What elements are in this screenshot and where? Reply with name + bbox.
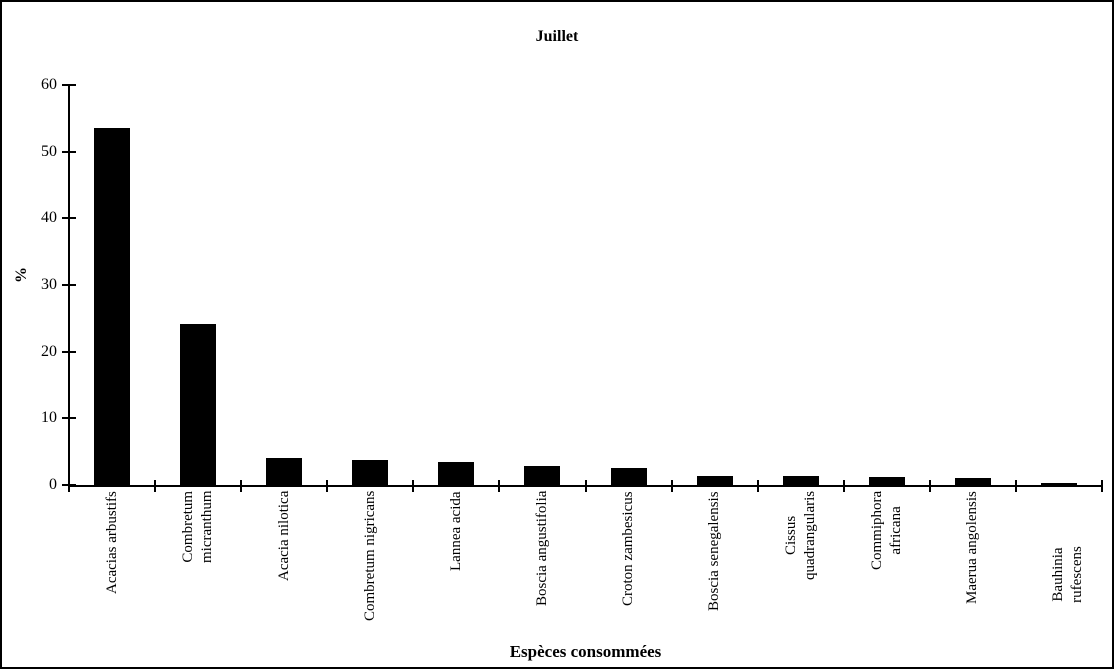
x-tick xyxy=(240,480,242,492)
x-tick xyxy=(929,480,931,492)
x-category-label: Combretum micranthum xyxy=(180,490,215,563)
bar xyxy=(438,462,474,485)
y-tick xyxy=(62,351,76,353)
x-category-label: Acacia nilotica xyxy=(276,490,292,581)
x-tick xyxy=(154,480,156,492)
x-tick xyxy=(1015,480,1017,492)
bar xyxy=(697,476,733,485)
y-axis-line xyxy=(68,85,70,487)
y-tick-label: 40 xyxy=(41,209,57,226)
y-tick xyxy=(62,217,76,219)
x-category-label: Cissus quadrangularis xyxy=(783,490,818,580)
x-category-label: Combretum nigricans xyxy=(362,490,378,621)
bar xyxy=(180,324,216,485)
y-tick-label: 10 xyxy=(41,409,57,426)
y-tick-label: 0 xyxy=(49,476,57,493)
y-tick xyxy=(62,84,76,86)
bar xyxy=(1041,483,1077,485)
x-category-label: Bauhinia rufescens xyxy=(1050,546,1085,603)
y-tick-label: 20 xyxy=(41,343,57,360)
x-category-label: Commiphora africana xyxy=(869,490,904,570)
x-tick xyxy=(585,480,587,492)
x-category-label: Maerua angolensis xyxy=(964,491,980,604)
x-category-label: Lannea acida xyxy=(448,491,464,571)
x-tick xyxy=(412,480,414,492)
x-category-label: Croton zambesicus xyxy=(620,491,636,606)
x-category-label: Boscia angustifolia xyxy=(534,490,550,606)
y-tick xyxy=(62,151,76,153)
bar xyxy=(611,468,647,485)
x-tick xyxy=(498,480,500,492)
bar xyxy=(955,478,991,485)
y-tick-label: 30 xyxy=(41,276,57,293)
y-tick-label: 60 xyxy=(41,76,57,93)
x-category-label: Acacias arbustifs xyxy=(104,491,120,594)
y-tick xyxy=(62,284,76,286)
x-axis-title: Espèces consommées xyxy=(509,642,662,661)
y-tick xyxy=(62,417,76,419)
x-tick xyxy=(326,480,328,492)
y-tick-label: 50 xyxy=(41,143,57,160)
bar xyxy=(94,128,130,485)
bar xyxy=(783,476,819,485)
bar xyxy=(869,477,905,485)
bar xyxy=(266,458,302,485)
chart-title: Juillet xyxy=(535,28,579,45)
x-category-label: Boscia senegalensis xyxy=(706,491,722,611)
bar xyxy=(352,460,388,485)
bar xyxy=(524,466,560,485)
x-tick xyxy=(843,480,845,492)
x-tick xyxy=(1101,480,1103,492)
x-tick xyxy=(757,480,759,492)
x-tick xyxy=(68,480,70,492)
x-tick xyxy=(671,480,673,492)
